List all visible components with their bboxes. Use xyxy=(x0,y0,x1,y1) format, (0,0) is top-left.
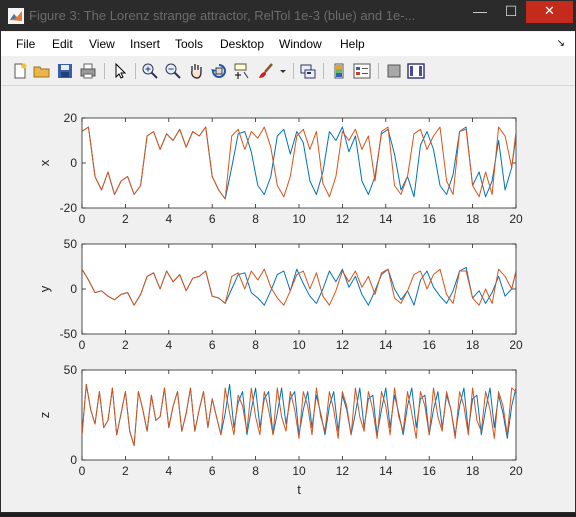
x-tick-label: 18 xyxy=(466,464,480,478)
menu-window[interactable]: Window xyxy=(279,37,322,51)
x-tick-label: 10 xyxy=(292,212,306,226)
show-plot-tools-icon[interactable] xyxy=(407,62,425,80)
window-title: Figure 3: The Lorenz strange attractor, … xyxy=(29,8,416,23)
y-tick-label: 0 xyxy=(70,282,77,296)
toolbar-separator xyxy=(323,63,324,79)
x-tick-label: 4 xyxy=(165,212,172,226)
close-button[interactable]: ✕ xyxy=(526,1,573,23)
x-tick-label: 16 xyxy=(423,338,437,352)
y-tick-label: 20 xyxy=(64,111,78,125)
x-tick-label: 4 xyxy=(165,338,172,352)
axes-box[interactable] xyxy=(81,369,517,461)
y-tick-label: 0 xyxy=(70,453,77,467)
x-tick-label: 0 xyxy=(79,212,86,226)
x-tick-label: 18 xyxy=(466,338,480,352)
menu-help[interactable]: Help xyxy=(340,37,365,51)
x-tick-label: 20 xyxy=(509,212,523,226)
x-tick-label: 12 xyxy=(336,338,350,352)
zoom-in-icon[interactable] xyxy=(141,62,159,80)
x-axis-label: t xyxy=(297,482,301,497)
new-figure-icon[interactable] xyxy=(11,62,29,80)
axes-box[interactable] xyxy=(81,117,517,209)
toolbar-separator xyxy=(104,63,105,79)
x-tick-label: 8 xyxy=(252,338,259,352)
series-line-orange[interactable] xyxy=(82,268,516,306)
y-axis-label: z xyxy=(37,412,52,419)
hide-plot-tools-icon[interactable] xyxy=(385,62,403,80)
y-axis-label: x xyxy=(37,159,52,166)
y-tick-label: 50 xyxy=(64,237,78,251)
matlab-logo-icon xyxy=(8,8,24,24)
save-icon[interactable] xyxy=(56,62,74,80)
toolbar-separator xyxy=(378,63,379,79)
x-tick-label: 10 xyxy=(292,338,306,352)
x-tick-label: 16 xyxy=(423,464,437,478)
x-tick-label: 6 xyxy=(209,464,216,478)
x-tick-label: 10 xyxy=(292,464,306,478)
y-tick-label: -20 xyxy=(60,201,78,215)
menu-desktop[interactable]: Desktop xyxy=(220,37,265,51)
x-tick-label: 20 xyxy=(509,338,523,352)
minimize-button[interactable]: — xyxy=(473,3,487,19)
axes-box[interactable] xyxy=(81,243,517,335)
dock-figure-icon[interactable]: ↘ xyxy=(556,38,565,49)
pan-hand-icon[interactable] xyxy=(187,62,205,80)
figure-toolbar xyxy=(1,57,575,86)
brush-icon[interactable] xyxy=(257,62,275,80)
maximize-button[interactable]: ☐ xyxy=(504,3,518,19)
y-tick-label: 0 xyxy=(70,156,77,170)
menu-edit[interactable]: Edit xyxy=(52,37,73,51)
x-tick-label: 2 xyxy=(122,212,129,226)
x-tick-label: 2 xyxy=(122,464,129,478)
x-tick-label: 4 xyxy=(165,464,172,478)
menu-insert[interactable]: Insert xyxy=(130,37,161,51)
x-tick-label: 14 xyxy=(379,212,393,226)
x-tick-label: 18 xyxy=(466,212,480,226)
print-icon[interactable] xyxy=(79,62,97,80)
x-tick-label: 6 xyxy=(209,338,216,352)
x-tick-label: 0 xyxy=(79,464,86,478)
x-tick-label: 0 xyxy=(79,338,86,352)
x-tick-label: 8 xyxy=(252,212,259,226)
menu-bar: File Edit View Insert Tools Desktop Wind… xyxy=(1,32,575,56)
rotate-3d-icon[interactable] xyxy=(210,62,228,80)
zoom-out-icon[interactable] xyxy=(164,62,182,80)
x-tick-label: 6 xyxy=(209,212,216,226)
x-tick-label: 12 xyxy=(336,464,350,478)
toolbar-separator xyxy=(135,63,136,79)
select-arrow-icon[interactable] xyxy=(111,62,129,80)
menu-tools[interactable]: Tools xyxy=(175,37,204,51)
x-tick-label: 16 xyxy=(423,212,437,226)
link-plot-icon[interactable] xyxy=(299,62,317,80)
menu-file[interactable]: File xyxy=(16,37,36,51)
series-line-orange[interactable] xyxy=(82,383,516,447)
x-tick-label: 14 xyxy=(379,338,393,352)
x-tick-label: 20 xyxy=(509,464,523,478)
y-tick-label: -50 xyxy=(60,327,78,341)
x-tick-label: 14 xyxy=(379,464,393,478)
data-cursor-icon[interactable] xyxy=(233,62,251,80)
title-bar[interactable]: Figure 3: The Lorenz strange attractor, … xyxy=(1,1,575,31)
y-tick-label: 50 xyxy=(64,363,78,377)
figure-canvas: 0 2 4 6 8 10 12 14 16 18 20 -20 0 20 x 0 2 4 6 8 10 12 14 16 18 2… xyxy=(1,86,575,512)
subplot-z[interactable]: 0 2 4 6 8 10 12 14 16 18 20 0 50 z t xyxy=(37,363,523,497)
x-tick-label: 8 xyxy=(252,464,259,478)
x-tick-label: 2 xyxy=(122,338,129,352)
toolbar-separator xyxy=(293,63,294,79)
colorbar-icon[interactable] xyxy=(330,62,348,80)
series-line-orange[interactable] xyxy=(82,126,516,200)
x-tick-label: 12 xyxy=(336,212,350,226)
open-file-icon[interactable] xyxy=(33,62,51,80)
y-axis-label: y xyxy=(37,285,52,292)
legend-icon[interactable] xyxy=(353,62,371,80)
brush-dropdown-icon[interactable] xyxy=(278,62,288,80)
menu-view[interactable]: View xyxy=(89,37,115,51)
